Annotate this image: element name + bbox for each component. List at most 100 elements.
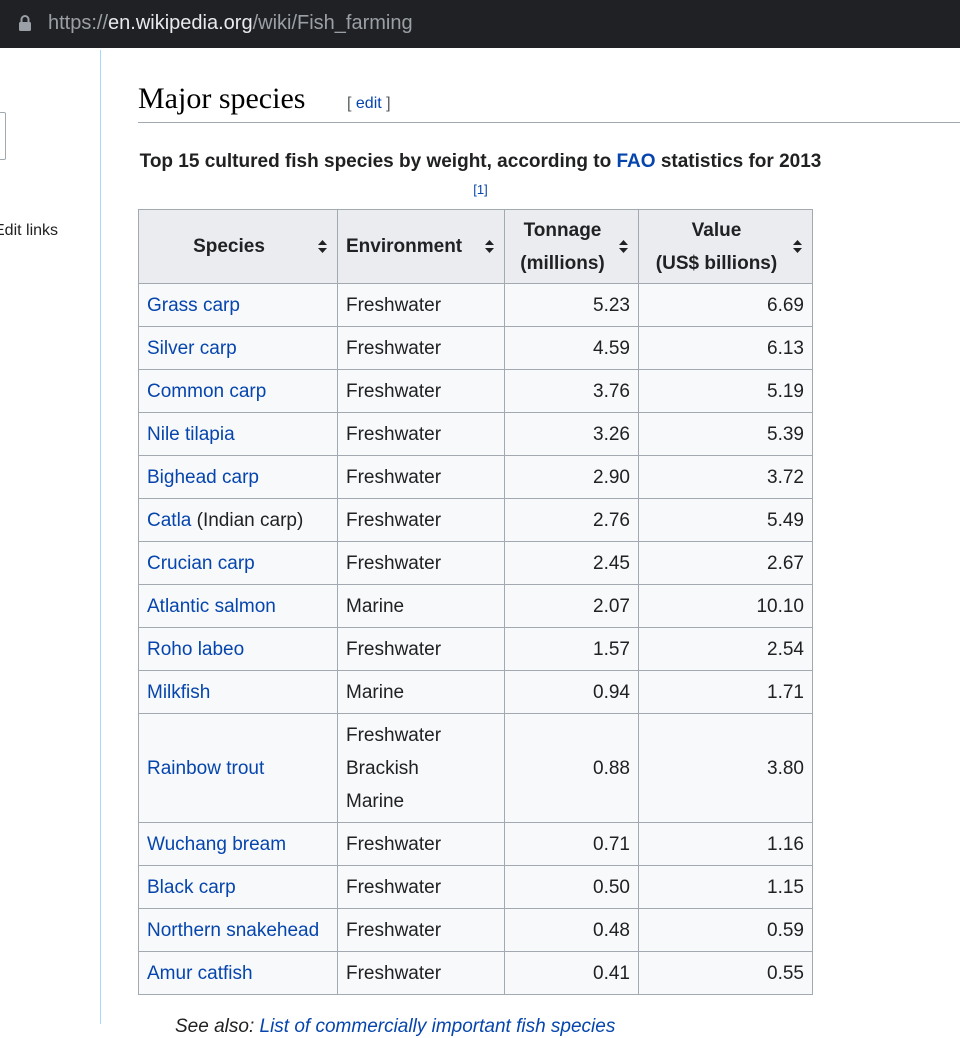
environment-value: Freshwater	[346, 724, 442, 746]
table-body: Grass carp Freshwater 5.23 6.69 Silver carp F…	[138, 283, 813, 995]
species-cell: Catla (Indian carp)	[138, 498, 338, 542]
table-row: Common carp Freshwater 3.76 5.19	[138, 369, 813, 413]
environment-value: Freshwater	[346, 423, 442, 445]
edit-section-link[interactable]: edit	[355, 95, 382, 112]
species-cell: Rainbow trout	[138, 713, 338, 823]
species-link[interactable]: Bighead carp	[147, 466, 259, 488]
value-header[interactable]: Value (US$ billions)	[638, 209, 813, 284]
value-header-label: Value	[691, 219, 742, 241]
tonnage-header-label: Tonnage	[523, 219, 602, 241]
environment-cell: Marine	[337, 584, 505, 628]
environment-header-label: Environment	[346, 236, 463, 257]
value-cell: 2.54	[638, 627, 813, 671]
environment-cell: Freshwater Brackish Marine	[337, 713, 505, 823]
species-cell: Black carp	[138, 865, 338, 909]
environment-cell: Freshwater	[337, 627, 505, 671]
environment-cell: Freshwater	[337, 822, 505, 866]
species-cell: Northern snakehead	[138, 908, 338, 952]
value-cell: 6.13	[638, 326, 813, 370]
table-row: Atlantic salmon Marine 2.07 10.10	[138, 584, 813, 628]
tonnage-cell: 0.41	[504, 951, 639, 995]
species-link[interactable]: Amur catfish	[147, 962, 253, 984]
edit-links-link[interactable]: Edit links	[0, 222, 59, 239]
tonnage-cell: 1.57	[504, 627, 639, 671]
environment-value: Freshwater	[346, 833, 442, 855]
url-scheme: https://	[48, 12, 109, 34]
value-cell: 1.71	[638, 670, 813, 714]
tonnage-cell: 2.07	[504, 584, 639, 628]
species-link[interactable]: Crucian carp	[147, 552, 255, 574]
species-link[interactable]: Rainbow trout	[147, 757, 265, 779]
species-cell: Grass carp	[138, 283, 338, 327]
url-path: /wiki/Fish_farming	[252, 12, 413, 34]
value-cell: 3.80	[638, 713, 813, 823]
environment-cell: Freshwater	[337, 541, 505, 585]
species-link[interactable]: Common carp	[147, 380, 267, 402]
environment-cell: Freshwater	[337, 326, 505, 370]
table-row: Roho labeo Freshwater 1.57 2.54	[138, 627, 813, 671]
environment-cell: Freshwater	[337, 951, 505, 995]
species-link[interactable]: Milkfish	[147, 681, 211, 703]
environment-cell: Freshwater	[337, 908, 505, 952]
see-also: See also: List of commercially important…	[175, 1016, 615, 1038]
species-cell: Roho labeo	[138, 627, 338, 671]
tonnage-cell: 5.23	[504, 283, 639, 327]
species-link[interactable]: Northern snakehead	[147, 919, 320, 941]
value-cell: 6.69	[638, 283, 813, 327]
left-sidebar: Edit links	[0, 50, 101, 1024]
value-cell: 1.15	[638, 865, 813, 909]
species-link[interactable]: Nile tilapia	[147, 423, 235, 445]
address-url[interactable]: https://en.wikipedia.org/wiki/Fish_farmi…	[48, 11, 413, 35]
table-header-row: Species Environment Tonnage (millions) Va…	[138, 209, 813, 284]
environment-cell: Freshwater	[337, 865, 505, 909]
sort-icon[interactable]	[318, 240, 327, 253]
environment-cell: Freshwater	[337, 412, 505, 456]
sidebar-box	[0, 112, 6, 160]
value-cell: 0.59	[638, 908, 813, 952]
species-link[interactable]: Roho labeo	[147, 638, 245, 660]
table-row: Northern snakehead Freshwater 0.48 0.59	[138, 908, 813, 952]
environment-value: Freshwater	[346, 380, 442, 402]
species-header[interactable]: Species	[138, 209, 338, 284]
environment-value: Freshwater	[346, 876, 442, 898]
species-link[interactable]: Catla	[147, 509, 192, 531]
value-cell: 5.49	[638, 498, 813, 542]
reference-link[interactable]: [1]	[473, 182, 488, 197]
browser-address-bar[interactable]: https://en.wikipedia.org/wiki/Fish_farmi…	[0, 0, 960, 48]
tonnage-header[interactable]: Tonnage (millions)	[504, 209, 639, 284]
value-header-unit: (US$ billions)	[655, 252, 778, 274]
table-row: Catla (Indian carp) Freshwater 2.76 5.49	[138, 498, 813, 542]
sort-icon[interactable]	[619, 240, 628, 253]
environment-value: Freshwater	[346, 509, 442, 531]
species-cell: Silver carp	[138, 326, 338, 370]
caption-text-2: statistics for 2013	[655, 151, 822, 172]
sort-icon[interactable]	[485, 240, 494, 253]
table-row: Nile tilapia Freshwater 3.26 5.39	[138, 412, 813, 456]
tonnage-cell: 0.94	[504, 670, 639, 714]
see-also-link[interactable]: List of commercially important fish spec…	[259, 1016, 616, 1037]
section-edit: [ edit ]	[347, 95, 391, 113]
environment-value: Marine	[346, 595, 405, 617]
article-content: Major species [ edit ] Top 15 cultured f…	[101, 50, 960, 1037]
table-row: Black carp Freshwater 0.50 1.15	[138, 865, 813, 909]
environment-value: Freshwater	[346, 466, 442, 488]
environment-value: Brackish	[346, 757, 419, 779]
environment-value: Freshwater	[346, 638, 442, 660]
tonnage-cell: 2.90	[504, 455, 639, 499]
environment-header[interactable]: Environment	[337, 209, 505, 284]
table-row: Crucian carp Freshwater 2.45 2.67	[138, 541, 813, 585]
species-link[interactable]: Silver carp	[147, 337, 237, 359]
table-caption: Top 15 cultured fish species by weight, …	[138, 146, 823, 210]
fao-link[interactable]: FAO	[616, 151, 656, 172]
edit-bracket-close: ]	[381, 95, 391, 112]
sort-icon[interactable]	[793, 240, 802, 253]
section-title: Major species	[138, 82, 306, 115]
species-link[interactable]: Atlantic salmon	[147, 595, 276, 617]
tonnage-cell: 0.88	[504, 713, 639, 823]
species-link[interactable]: Grass carp	[147, 294, 240, 316]
environment-value: Freshwater	[346, 337, 442, 359]
environment-cell: Freshwater	[337, 455, 505, 499]
table-row: Silver carp Freshwater 4.59 6.13	[138, 326, 813, 370]
species-link[interactable]: Wuchang bream	[147, 833, 287, 855]
species-link[interactable]: Black carp	[147, 876, 236, 898]
